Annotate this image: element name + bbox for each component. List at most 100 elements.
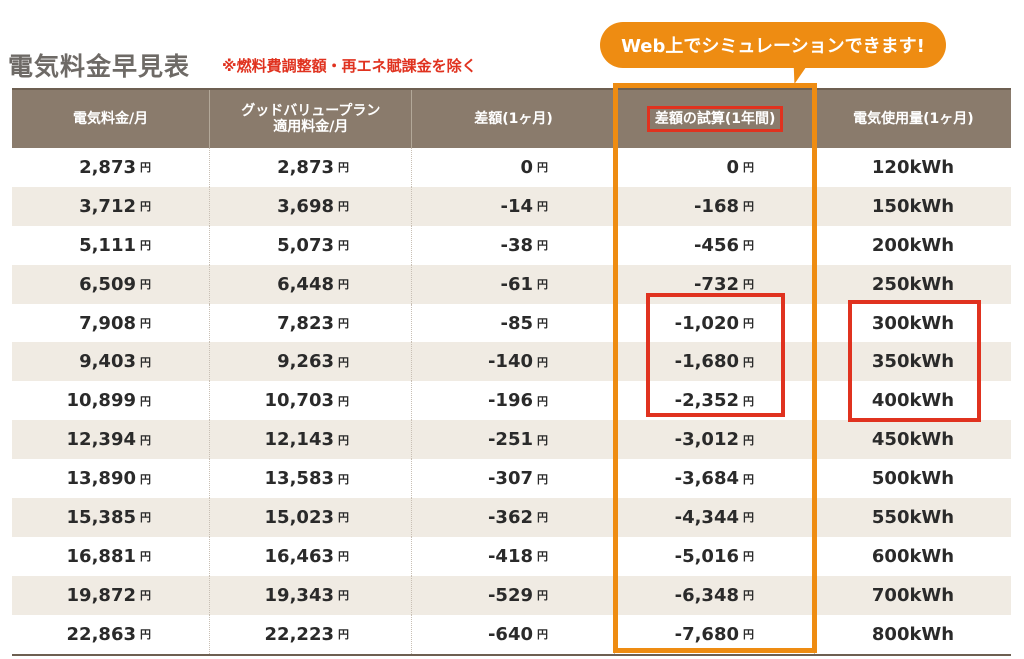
yen-unit: 円 <box>537 550 548 564</box>
price-table: 電気料金/月 グッドバリュープラン 適用料金/月 差額(1ヶ月) 差額の試算(1… <box>12 88 1011 656</box>
yen-unit: 円 <box>140 550 151 564</box>
cell-plan-value: 22,223 <box>264 623 334 645</box>
yen-unit: 円 <box>338 278 349 292</box>
yen-unit: 円 <box>537 317 548 330</box>
cell-price: 15,385 円 <box>12 498 210 537</box>
cell-price: 7,908 円 <box>12 303 210 343</box>
yen-unit: 円 <box>537 355 548 369</box>
cell-yearly-diff-value: 0 <box>726 156 739 178</box>
table-row: 15,385 円 15,023 円 -362 円 -4,344 円 550kWh <box>12 498 1011 537</box>
table-body: 2,873 円 2,873 円 0 円 0 円 120kWh 3,712 円 3,698 円 -14 円 -1… <box>12 148 1011 656</box>
cell-usage-value: 400kWh <box>871 390 955 412</box>
cell-monthly-diff: -640 円 <box>412 614 615 654</box>
cell-price-value: 16,881 <box>66 545 136 567</box>
cell-usage: 400kWh <box>815 381 1011 420</box>
header-monthly-diff-label: 差額(1ヶ月) <box>474 110 553 127</box>
cell-plan-value: 12,143 <box>264 429 334 451</box>
header-plan-line1: グッドバリュープラン <box>241 102 381 119</box>
yen-unit: 円 <box>140 433 151 447</box>
yen-unit: 円 <box>140 200 151 214</box>
cell-plan: 10,703 円 <box>210 381 412 421</box>
cell-price: 22,863 円 <box>12 614 210 654</box>
cell-yearly-diff-value: -7,680 <box>674 623 739 645</box>
cell-monthly-diff-value: -362 <box>487 506 533 528</box>
yen-unit: 円 <box>743 317 754 330</box>
table-row: 3,712 円 3,698 円 -14 円 -168 円 150kWh <box>12 186 1011 226</box>
cell-yearly-diff-value: -6,348 <box>674 584 739 606</box>
cell-price-value: 7,908 <box>79 312 136 334</box>
cell-plan: 5,073 円 <box>210 225 412 265</box>
cell-usage-value: 800kWh <box>871 623 955 645</box>
yen-unit: 円 <box>338 355 349 369</box>
cell-monthly-diff: -196 円 <box>412 381 615 421</box>
cell-yearly-diff-value: -168 <box>693 195 739 217</box>
yen-unit: 円 <box>743 628 754 642</box>
yen-unit: 円 <box>140 589 151 603</box>
cell-monthly-diff: -418 円 <box>412 536 615 576</box>
yen-unit: 円 <box>140 394 151 408</box>
cell-monthly-diff-value: -61 <box>500 273 533 295</box>
cell-yearly-diff-value: -3,684 <box>674 468 739 490</box>
simulation-callout[interactable]: Web上でシミュレーションできます! <box>600 22 946 68</box>
cell-plan: 12,143 円 <box>210 420 412 460</box>
cell-plan: 7,823 円 <box>210 303 412 343</box>
yen-unit: 円 <box>743 472 754 486</box>
yen-unit: 円 <box>537 589 548 603</box>
cell-usage-value: 450kWh <box>871 429 955 451</box>
cell-yearly-diff: -732 円 <box>615 264 815 304</box>
simulation-callout-label: Web上でシミュレーションできます! <box>621 36 925 57</box>
cell-yearly-diff-value: -456 <box>693 234 739 256</box>
cell-yearly-diff: -168 円 <box>615 186 815 226</box>
yen-unit: 円 <box>743 511 754 525</box>
cell-yearly-diff: -4,344 円 <box>615 498 815 537</box>
yen-unit: 円 <box>338 433 349 447</box>
cell-monthly-diff: -85 円 <box>412 303 615 343</box>
cell-monthly-diff: -362 円 <box>412 498 615 537</box>
yen-unit: 円 <box>537 161 548 175</box>
cell-usage: 300kWh <box>815 304 1011 343</box>
cell-plan: 3,698 円 <box>210 186 412 226</box>
yen-unit: 円 <box>140 161 151 175</box>
cell-yearly-diff: -2,352 円 <box>615 381 815 421</box>
table-header: 電気料金/月 グッドバリュープラン 適用料金/月 差額(1ヶ月) 差額の試算(1… <box>12 88 1011 148</box>
cell-plan: 2,873 円 <box>210 148 412 187</box>
yen-unit: 円 <box>338 239 349 253</box>
cell-plan: 19,343 円 <box>210 575 412 615</box>
yen-unit: 円 <box>338 550 349 564</box>
yen-unit: 円 <box>338 589 349 603</box>
table-row: 5,111 円 5,073 円 -38 円 -456 円 200kWh <box>12 225 1011 265</box>
cell-yearly-diff-value: -3,012 <box>674 429 739 451</box>
exclusion-note: ※燃料費調整額・再エネ賦課金を除く <box>222 57 477 75</box>
cell-price: 19,872 円 <box>12 575 210 615</box>
cell-plan-value: 2,873 <box>277 156 334 178</box>
cell-yearly-diff: -6,348 円 <box>615 575 815 615</box>
cell-yearly-diff: -7,680 円 <box>615 614 815 654</box>
cell-price-value: 5,111 <box>79 234 136 256</box>
cell-yearly-diff: -456 円 <box>615 225 815 265</box>
cell-yearly-diff: -3,684 円 <box>615 459 815 499</box>
cell-price: 12,394 円 <box>12 420 210 460</box>
yen-unit: 円 <box>338 628 349 642</box>
cell-usage: 350kWh <box>815 342 1011 381</box>
table-row: 16,881 円 16,463 円 -418 円 -5,016 円 600kWh <box>12 536 1011 576</box>
cell-usage-value: 600kWh <box>871 545 955 567</box>
yen-unit: 円 <box>338 317 349 330</box>
cell-monthly-diff-value: 0 <box>520 156 533 178</box>
yen-unit: 円 <box>743 200 754 214</box>
cell-monthly-diff-value: -140 <box>487 351 533 373</box>
yen-unit: 円 <box>140 628 151 642</box>
yen-unit: 円 <box>743 550 754 564</box>
cell-monthly-diff-value: -418 <box>487 545 533 567</box>
yen-unit: 円 <box>338 394 349 408</box>
cell-usage-value: 550kWh <box>871 506 955 528</box>
cell-plan-value: 15,023 <box>264 506 334 528</box>
cell-price: 9,403 円 <box>12 342 210 382</box>
yen-unit: 円 <box>140 472 151 486</box>
table-row: 12,394 円 12,143 円 -251 円 -3,012 円 450kWh <box>12 420 1011 460</box>
yen-unit: 円 <box>140 355 151 369</box>
cell-plan: 13,583 円 <box>210 459 412 499</box>
cell-usage-value: 700kWh <box>871 584 955 606</box>
cell-plan-value: 10,703 <box>264 390 334 412</box>
